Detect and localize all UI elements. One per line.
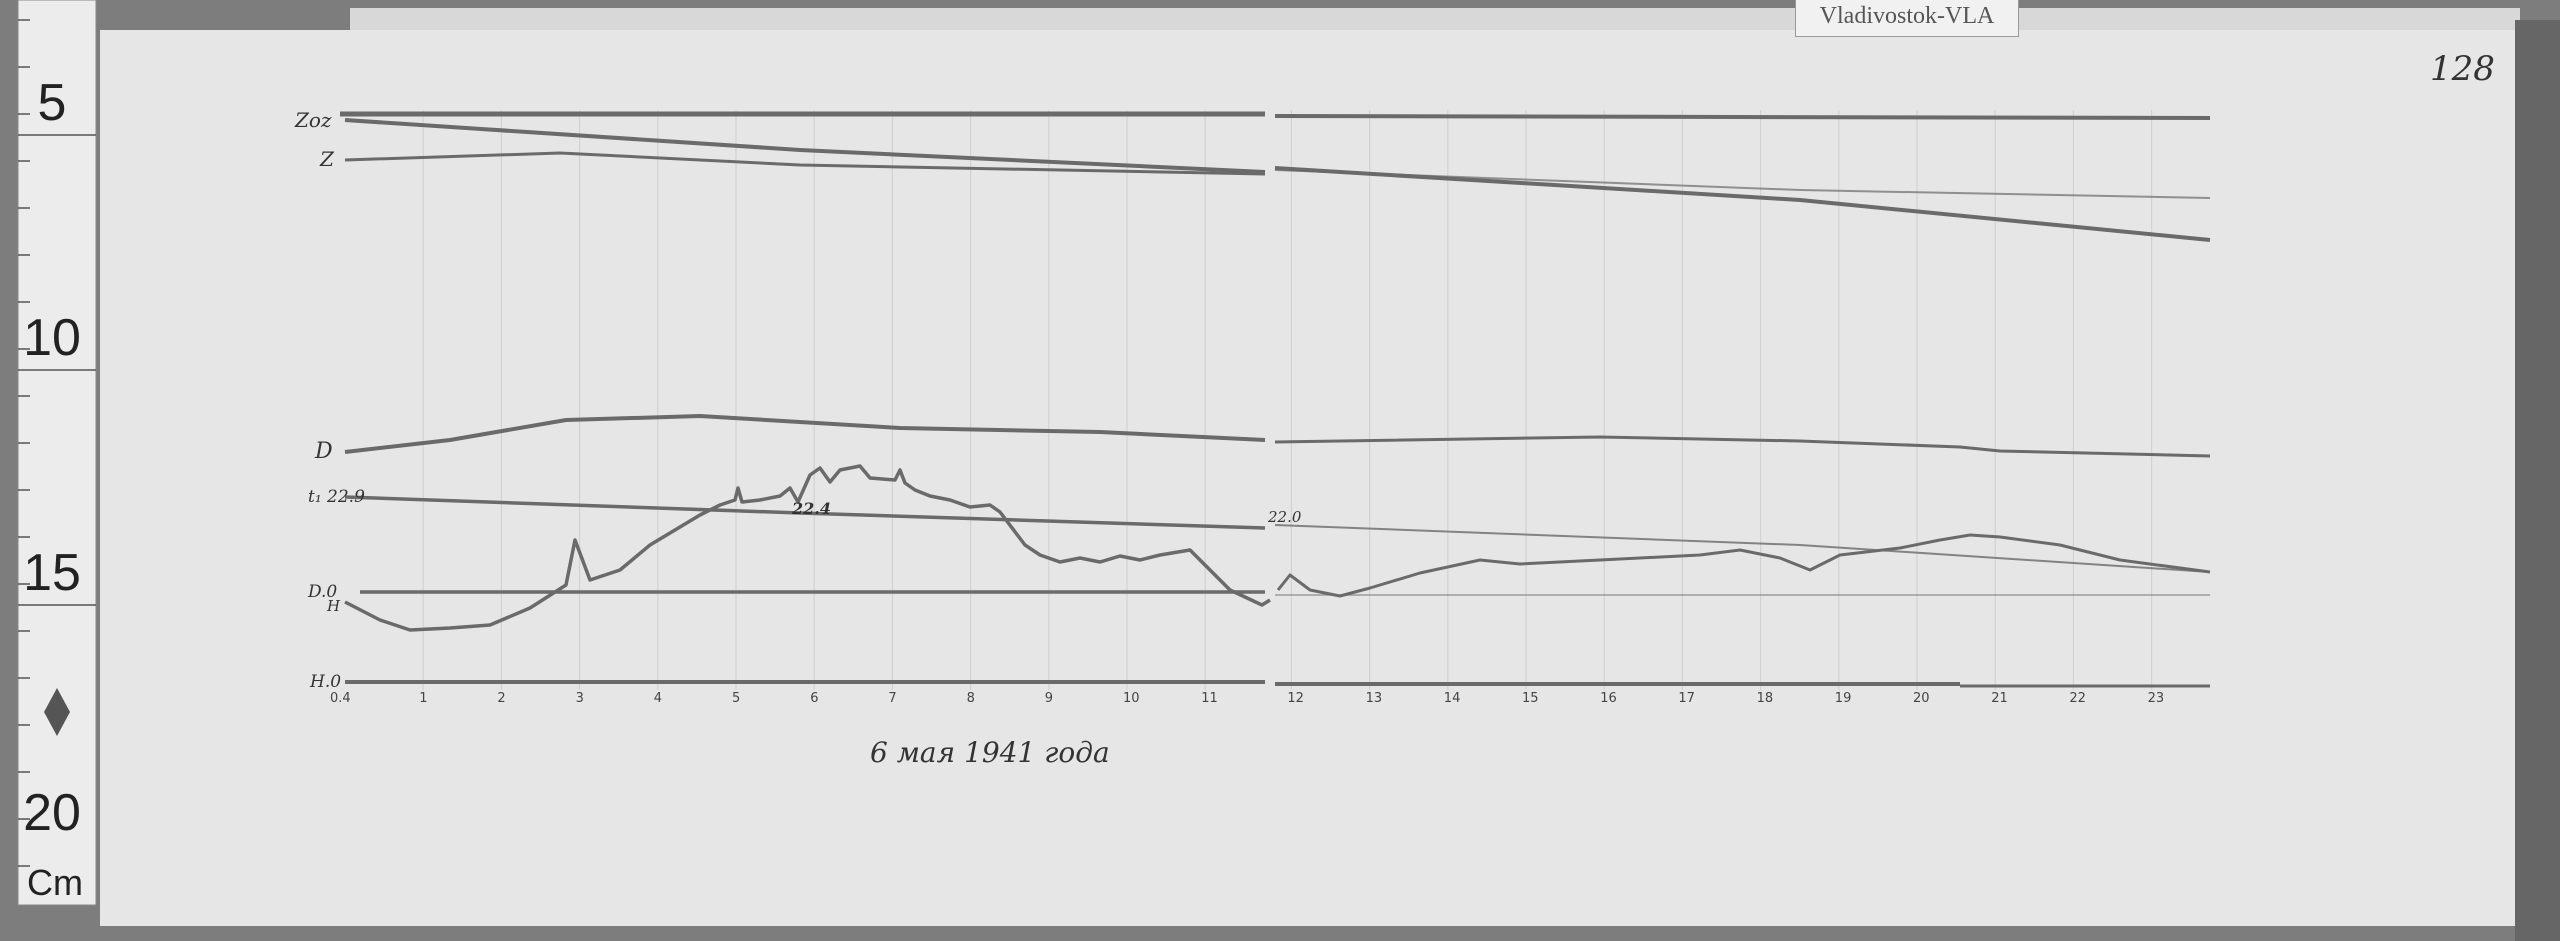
ruler: [17, 0, 97, 906]
hour-label: 18: [1757, 691, 1774, 706]
label-t: t₁ 22.9: [308, 487, 365, 507]
ruler-mark: 10: [23, 309, 81, 367]
hour-label: 1: [419, 691, 427, 706]
label-zoz: Zoz: [294, 108, 332, 132]
label-d: D: [314, 439, 333, 464]
hour-label: 0.4: [330, 691, 351, 706]
hour-label: 20: [1913, 691, 1930, 706]
trace-d: [344, 414, 1266, 454]
trace-zoz-baseline: [1274, 114, 2211, 120]
hour-label: 23: [2148, 691, 2165, 706]
sheet-number: 128: [2430, 49, 2495, 89]
hour-label: 7: [888, 691, 896, 706]
hour-label: 3: [576, 691, 584, 706]
trace-t: [1274, 524, 2211, 573]
hour-label: 21: [1991, 691, 2008, 706]
hour-label: 6: [810, 691, 818, 706]
ruler-mark: 5: [38, 74, 67, 132]
hour-label: 15: [1522, 691, 1539, 706]
hour-label: 10: [1123, 691, 1140, 706]
hour-axis: 0.4 1 2 3 4 5 6 7 8 9 10 11 12 13 14 15 16 17 18 19 20 21 22 23: [330, 691, 2164, 706]
hour-label: 13: [1366, 691, 1383, 706]
traces: [340, 111, 2211, 688]
hour-label: 5: [732, 691, 740, 706]
annotation-t-mid: 22.4: [791, 499, 831, 518]
hour-label: 17: [1678, 691, 1695, 706]
hour-label: 8: [967, 691, 975, 706]
hour-label: 9: [1045, 691, 1053, 706]
trace-zoz: [344, 118, 1266, 174]
date-caption: 6 мая 1941 года: [870, 736, 1110, 769]
trace-d: [1274, 435, 2211, 458]
hour-label: 11: [1201, 691, 1218, 706]
ruler-mark: 20: [23, 784, 81, 842]
label-d0: D.0: [307, 582, 337, 602]
trace-z: [1274, 169, 2211, 199]
label-h0: H.0: [309, 672, 341, 692]
station-tag: Vladivostok-VLA: [1795, 0, 2019, 37]
trace-zoz: [1274, 166, 2211, 242]
trace-h: [1276, 533, 2211, 598]
label-z: Z: [319, 147, 335, 171]
hour-label: 14: [1444, 691, 1461, 706]
ruler-mark: 15: [23, 544, 81, 602]
trace-h: [344, 464, 1271, 632]
hour-gridlines: [422, 110, 2153, 690]
hour-label: 22: [2069, 691, 2086, 706]
label-h: H: [326, 597, 341, 615]
diamond-marker-icon: [44, 688, 70, 736]
paper: [100, 30, 2520, 926]
trace-t: [344, 495, 1266, 530]
hour-label: 16: [1600, 691, 1617, 706]
hour-label: 2: [497, 691, 505, 706]
hour-label: 4: [654, 691, 662, 706]
trace-z: [344, 151, 1266, 176]
hour-label: 12: [1287, 691, 1304, 706]
hour-label: 19: [1835, 691, 1852, 706]
ruler-unit: Cm: [27, 862, 83, 903]
annotation-t-noon: 22.0: [1267, 508, 1302, 526]
